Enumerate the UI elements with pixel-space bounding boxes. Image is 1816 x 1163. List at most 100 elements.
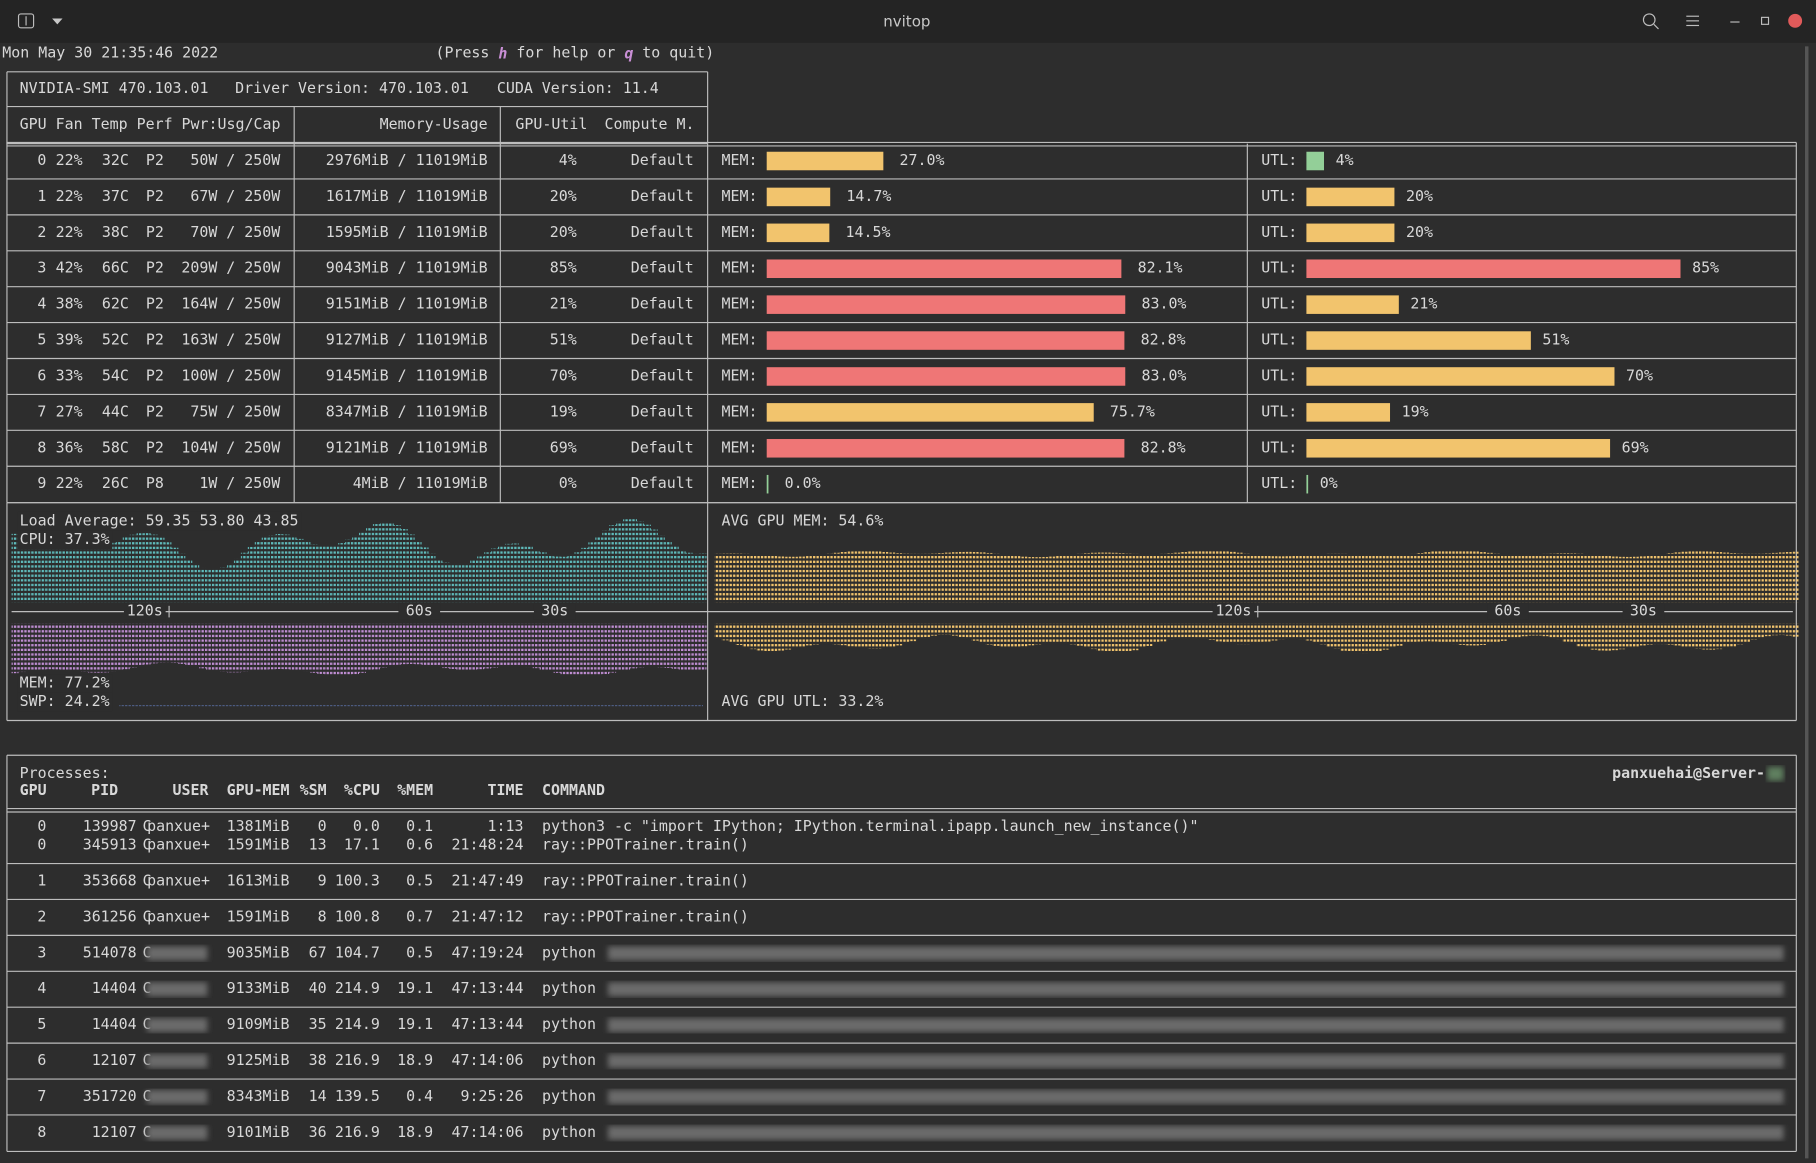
fan-speed: 22%: [56, 474, 83, 492]
history-dots: [916, 553, 924, 603]
history-dots: [261, 537, 269, 603]
history-dots: [1715, 623, 1723, 650]
history-dots: [957, 551, 965, 603]
process-type: C: [142, 943, 151, 961]
search-button[interactable]: [1642, 13, 1659, 30]
util-label: UTL:: [1261, 187, 1297, 205]
history-dots: [999, 623, 1007, 647]
compute-mode: Default: [631, 474, 694, 492]
history-dots: [985, 623, 993, 645]
history-dots: [888, 623, 896, 648]
util-label: UTL:: [1261, 295, 1297, 313]
history-dots: [1617, 623, 1625, 650]
history-dots: [324, 546, 332, 603]
process-type: C: [142, 836, 151, 854]
sm: 0: [318, 817, 327, 835]
temperature: 37C: [102, 187, 129, 205]
history-dots: [643, 524, 651, 603]
axis-label-bg: [1212, 603, 1255, 620]
cpu: 214.9: [335, 979, 380, 997]
maximize-button[interactable]: [1760, 16, 1770, 25]
history-dots: [1006, 623, 1014, 648]
history-dots: [25, 623, 33, 671]
history-dots: [671, 623, 679, 669]
pid: 12107: [92, 1051, 137, 1069]
history-dots: [94, 545, 102, 603]
mem-label: MEM:: [722, 187, 758, 205]
time-label: 60s: [1494, 602, 1521, 620]
history-dots: [122, 537, 130, 603]
redacted: [147, 1090, 208, 1104]
util-bar: [1306, 187, 1395, 207]
history-dots: [1555, 553, 1563, 603]
history-dots: [595, 536, 603, 603]
pid: 514078: [83, 943, 137, 961]
temperature: 54C: [102, 366, 129, 384]
history-dots: [1562, 623, 1570, 642]
history-dots: [379, 623, 387, 668]
history-dots: [818, 623, 826, 644]
dropdown-button[interactable]: [52, 18, 63, 25]
history-dots: [1110, 552, 1118, 603]
memory-usage: 9127MiB / 11019MiB: [326, 331, 488, 349]
history-dots: [178, 553, 186, 603]
history-dots: [386, 522, 394, 603]
perf-state: P2: [146, 331, 164, 349]
menu-button[interactable]: [1686, 15, 1700, 27]
power-usage: 163W / 250W: [181, 331, 280, 349]
mem-bar: [766, 474, 769, 494]
history-dots: [1062, 623, 1069, 644]
process-gpu: 2: [37, 907, 46, 925]
process-type: C: [142, 1087, 151, 1105]
util-percent: 85%: [1692, 259, 1719, 277]
util-percent: 21%: [1410, 295, 1437, 313]
history-dots: [1381, 623, 1389, 650]
history-dots: [1187, 623, 1195, 638]
history-dots: [1756, 623, 1764, 638]
column-header: %MEM: [397, 781, 433, 799]
history-dots: [1249, 623, 1257, 644]
column-header: TIME: [488, 781, 524, 799]
command: ray::PPOTrainer.train(): [542, 907, 749, 925]
temperature: 32C: [102, 151, 129, 169]
history-dots: [923, 623, 931, 638]
history-dots: [185, 559, 193, 603]
mem-bar: [766, 187, 831, 207]
history-dots: [1465, 623, 1473, 646]
history-dots: [53, 528, 61, 603]
mem: 0.6: [406, 836, 433, 854]
redacted: [608, 1090, 1784, 1104]
history-dots: [950, 552, 958, 603]
cpu: 216.9: [335, 1123, 380, 1141]
command: python: [542, 979, 596, 997]
history-dots: [53, 623, 61, 670]
mem: 0.4: [406, 1087, 433, 1105]
history-dots: [909, 623, 917, 642]
history-dots: [664, 623, 672, 668]
history-dots: [1326, 553, 1334, 603]
history-dots: [1075, 553, 1083, 603]
mem-label: MEM:: [722, 151, 758, 169]
history-dots: [1423, 552, 1431, 603]
history-dots: [636, 521, 644, 603]
fan-speed: 38%: [56, 295, 83, 313]
mem-label: MEM:: [722, 438, 758, 456]
history-dots: [1207, 550, 1215, 603]
perf-state: P2: [146, 295, 164, 313]
history-dots: [1604, 555, 1612, 603]
history-dots: [18, 528, 26, 603]
new-tab-button[interactable]: [17, 13, 35, 29]
process-gpu: 5: [37, 1015, 46, 1033]
history-dots: [1221, 551, 1229, 603]
history-dots: [763, 623, 771, 652]
history-dots: [630, 623, 637, 669]
mem-label: MEM:: [722, 295, 758, 313]
close-button[interactable]: [1788, 13, 1803, 28]
util-bar: [1306, 367, 1615, 386]
power-usage: 164W / 250W: [181, 295, 280, 313]
history-dots: [303, 541, 311, 603]
history-dots: [923, 553, 931, 603]
history-dots: [1513, 623, 1521, 638]
history-dots: [853, 551, 861, 603]
history-dots: [331, 623, 339, 676]
